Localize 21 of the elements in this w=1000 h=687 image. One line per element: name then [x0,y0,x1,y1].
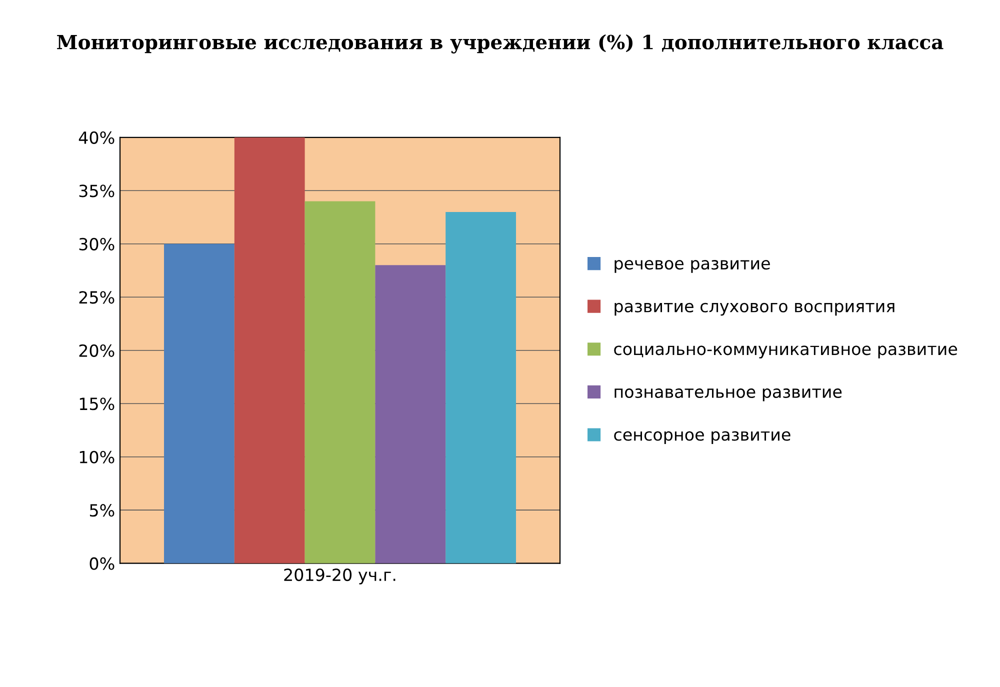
y-tick-label: 5% [90,504,114,517]
legend-label: речевое развитие [614,260,770,273]
bar [234,137,305,564]
y-tick-label: 40% [78,131,114,144]
legend-label: социально-коммуникативное развитие [614,346,958,358]
bar [164,244,234,564]
x-tick-label: 2019-20 уч.г. [284,568,396,584]
y-tick-label: 10% [80,450,114,464]
y-tick-label: 20% [79,344,114,357]
y-tick-label: 25% [79,291,114,304]
chart-title: Мониторинговые исследования в учреждении (%) 1 дополнительного класса [57,34,944,54]
y-tick-label: 0% [90,557,114,570]
legend-label: познавательное развитие [614,388,842,402]
y-tick-label: 35% [79,184,114,198]
bar [375,265,446,564]
legend-label: сенсорное развитие [614,431,790,444]
y-tick-label: 15% [80,398,114,410]
legend-label: развитие слухового восприятия [614,302,894,316]
bar [304,201,376,564]
bar [446,212,516,564]
y-tick-label: 30% [79,238,114,250]
